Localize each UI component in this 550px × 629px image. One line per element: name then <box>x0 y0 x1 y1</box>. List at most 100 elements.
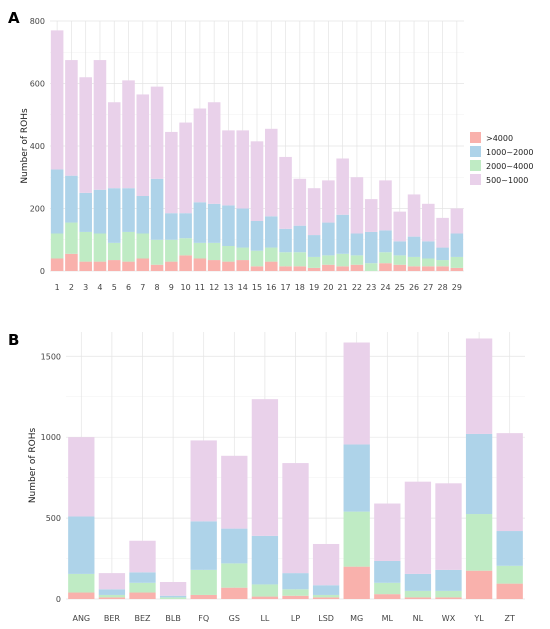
x-tick-label: 6 <box>126 283 131 292</box>
bars <box>68 338 523 599</box>
bar-segment-500-1000-24 <box>379 180 392 231</box>
bar-segment-2000-4000-lsd <box>312 594 340 598</box>
x-tick-label: 18 <box>295 283 305 292</box>
bar-segment-1000-2000-ang <box>68 516 95 574</box>
bar-segment-1000-2000-4 <box>93 189 107 234</box>
bar-segment-2000-4000-blb <box>159 597 187 599</box>
x-tick-label: MG <box>350 614 363 623</box>
x-tick-label: 22 <box>352 283 362 292</box>
bar-segment-500-1000-28 <box>436 217 449 248</box>
bar-segment-gt-4000-20 <box>322 264 335 271</box>
bar-segment-500-1000-17 <box>279 156 292 229</box>
bar-segment-1000-2000-19 <box>307 235 321 257</box>
bar-segment-1000-2000-14 <box>236 208 250 248</box>
bar-segment-1000-2000-7 <box>136 196 150 234</box>
bar-segment-1000-2000-3 <box>79 192 92 232</box>
y-axis-title: Number of ROHs <box>28 428 38 504</box>
x-tick-label: 21 <box>338 283 348 292</box>
bar-segment-2000-4000-17 <box>279 252 292 267</box>
bar-segment-gt-4000-22 <box>350 264 364 271</box>
panel-a-label: A <box>8 9 20 27</box>
bar-segment-1000-2000-24 <box>379 230 392 253</box>
bar-segment-gt-4000-1 <box>50 258 64 271</box>
bar-segment-500-1000-lsd <box>312 543 340 586</box>
legend-swatch-2000-4000 <box>470 160 481 171</box>
bar-segment-2000-4000-20 <box>322 255 335 265</box>
bar-segment-gt-4000-ll <box>251 596 279 599</box>
bar-segment-2000-4000-lp <box>282 589 309 596</box>
bar-segment-1000-2000-gs <box>221 528 248 564</box>
legend: >4000 1000~2000 2000~4000 500~1000 <box>470 132 533 185</box>
bar-segment-gt-4000-lsd <box>312 597 340 599</box>
bar-segment-1000-2000-9 <box>165 213 178 240</box>
bar-segment-500-1000-4 <box>93 60 107 190</box>
bar-segment-500-1000-ml <box>374 503 401 561</box>
bar-segment-gt-4000-6 <box>122 261 135 271</box>
bar-segment-2000-4000-15 <box>250 250 264 267</box>
bar-segment-1000-2000-27 <box>422 241 435 259</box>
bar-segment-gt-4000-3 <box>79 261 92 271</box>
bar-segment-1000-2000-blb <box>159 595 187 598</box>
bar-segment-500-1000-10 <box>179 122 192 214</box>
bar-segment-500-1000-12 <box>207 102 221 204</box>
bar-segment-2000-4000-3 <box>79 231 92 262</box>
bar-segment-500-1000-yl <box>465 338 493 434</box>
x-tick-label: 8 <box>155 283 160 292</box>
bar-segment-gt-4000-24 <box>379 263 392 271</box>
bar-segment-1000-2000-ll <box>251 535 279 585</box>
bar-segment-2000-4000-24 <box>379 252 392 264</box>
y-tick-label: 400 <box>30 142 45 151</box>
bar-segment-2000-4000-16 <box>264 247 278 262</box>
bar-segment-1000-2000-wx <box>435 569 462 591</box>
bar-segment-2000-4000-6 <box>122 231 135 262</box>
bar-segment-2000-4000-29 <box>450 256 464 268</box>
bar-segment-500-1000-21 <box>336 158 349 215</box>
bar-segment-2000-4000-27 <box>422 258 435 267</box>
bar-segment-2000-4000-28 <box>436 260 449 267</box>
y-axis-title: Number of ROHs <box>20 108 30 184</box>
bar-segment-1000-2000-23 <box>364 231 378 264</box>
bar-segment-500-1000-lp <box>282 463 309 574</box>
x-tick-label: BLB <box>165 614 180 623</box>
bar-segment-2000-4000-18 <box>293 252 307 267</box>
bar-segment-gt-4000-mg <box>343 566 370 599</box>
bar-segment-gt-4000-zt <box>496 583 523 599</box>
bar-segment-2000-4000-12 <box>207 242 221 261</box>
legend-swatch-500-1000 <box>470 174 481 185</box>
bar-segment-1000-2000-ber <box>98 589 126 595</box>
bar-segment-2000-4000-23 <box>364 263 378 271</box>
bar-segment-gt-4000-yl <box>465 570 493 599</box>
bar-segment-500-1000-27 <box>422 203 435 242</box>
legend-swatch-gt-4000 <box>470 132 481 143</box>
bar-segment-1000-2000-15 <box>250 221 264 251</box>
x-tick-label: 25 <box>395 283 405 292</box>
bar-segment-2000-4000-mg <box>343 511 370 567</box>
bars <box>50 30 464 271</box>
panel-b-label: B <box>8 331 19 349</box>
bar-segment-1000-2000-10 <box>179 213 192 239</box>
x-tick-label: 7 <box>140 283 145 292</box>
legend-label-2000-4000: 2000~4000 <box>486 162 533 171</box>
x-tick-label: LSD <box>318 614 334 623</box>
bar-segment-1000-2000-17 <box>279 228 292 253</box>
bar-segment-500-1000-23 <box>364 199 378 232</box>
bar-segment-2000-4000-wx <box>435 590 462 598</box>
bar-segment-500-1000-mg <box>343 342 370 445</box>
bar-segment-500-1000-5 <box>107 102 121 189</box>
x-tick-label: WX <box>442 614 456 623</box>
legend-swatch-1000-2000 <box>470 146 481 157</box>
bar-segment-500-1000-3 <box>79 77 92 193</box>
x-tick-label: BEZ <box>134 614 151 623</box>
bar-segment-2000-4000-13 <box>222 246 235 262</box>
x-tick-label: 14 <box>238 283 248 292</box>
bar-segment-2000-4000-bez <box>129 582 156 593</box>
bar-segment-gt-4000-16 <box>264 261 278 271</box>
bar-segment-500-1000-7 <box>136 94 150 196</box>
x-tick-label: 20 <box>323 283 333 292</box>
bar-segment-2000-4000-4 <box>93 233 107 262</box>
legend-label-gt-4000: >4000 <box>486 134 513 143</box>
bar-segment-2000-4000-19 <box>307 256 321 268</box>
bar-segment-2000-4000-ll <box>251 584 279 597</box>
bar-segment-2000-4000-nl <box>404 590 432 598</box>
y-tick-label: 1000 <box>41 433 61 442</box>
